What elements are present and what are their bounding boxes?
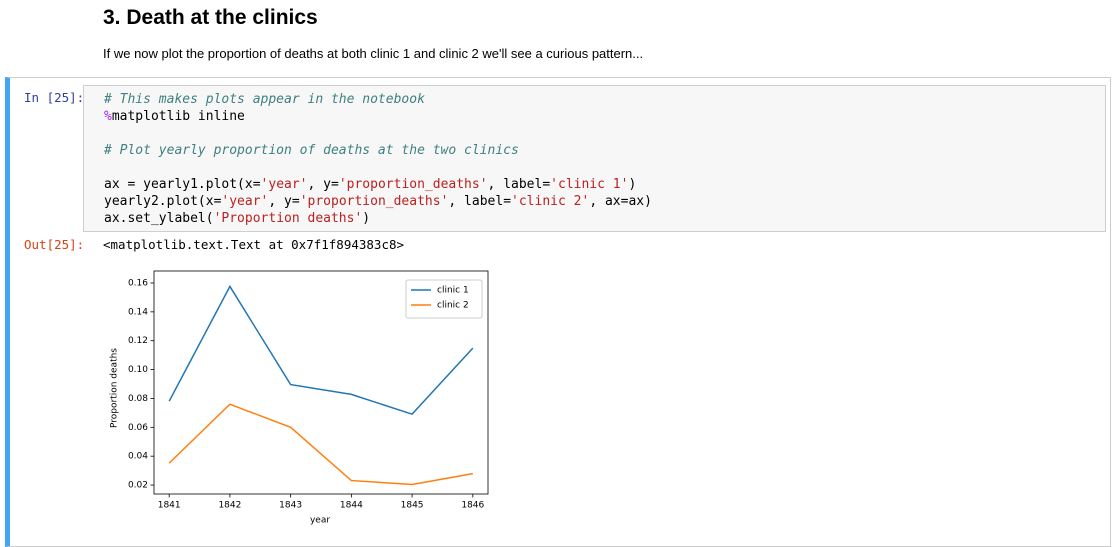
code-token: , y= [307,177,339,192]
code-token: 'proportion_deaths' [299,194,449,209]
x-tick-label: 1845 [401,501,424,511]
x-tick-label: 1842 [218,501,241,511]
code-token: yearly2.plot(x= [104,194,222,209]
code-token: , y= [268,194,300,209]
code-token: 'proportion_deaths' [338,177,488,192]
code-token: # This makes plots appear in the noteboo… [104,92,425,107]
code-line: ax.set_ylabel('Proportion deaths') [104,210,1105,227]
y-axis-label: Proportion deaths [110,348,120,428]
y-tick-label: 0.14 [128,307,148,317]
y-tick-label: 0.16 [128,278,148,288]
x-tick-label: 1844 [340,501,363,511]
y-tick-label: 0.08 [128,394,148,404]
y-tick-label: 0.02 [128,481,148,491]
code-token: , label= [448,194,512,209]
code-token: ) [362,211,371,226]
code-line: yearly2.plot(x='year', y='proportion_dea… [104,193,1105,210]
code-token: # Plot yearly proportion of deaths at th… [104,143,519,158]
data-line [168,403,473,486]
legend-label: clinic 1 [437,286,469,296]
y-tick-label: 0.10 [128,365,148,375]
code-token: ) [628,177,637,192]
x-tick-label: 1843 [279,501,302,511]
output-text: <matplotlib.text.Text at 0x7f1f894383c8> [103,237,405,252]
x-tick-label: 1846 [461,501,484,511]
x-axis-label: year [310,516,330,526]
code-editor[interactable]: # This makes plots appear in the noteboo… [83,85,1106,232]
code-line: %matplotlib inline [104,108,1105,125]
x-tick-label: 1841 [158,501,181,511]
code-token: 'clinic 2' [511,194,590,209]
data-line [168,284,474,416]
code-line: ax = yearly1.plot(x='year', y='proportio… [104,176,1105,193]
output-prompt: Out[25]: [24,237,85,252]
code-token: , ax=ax) [589,194,652,209]
code-line: # Plot yearly proportion of deaths at th… [104,142,1105,159]
y-tick-label: 0.12 [128,336,148,346]
code-token: matplotlib inline [111,109,245,124]
code-token: 'Proportion deaths' [213,211,363,226]
code-token: ax.set_ylabel( [104,211,214,226]
intro-text: If we now plot the proportion of deaths … [103,46,644,61]
code-token: 'year' [260,177,308,192]
code-token: 'year' [221,194,269,209]
y-tick-label: 0.04 [128,452,148,462]
input-prompt: In [25]: [24,90,85,105]
code-token: , label= [487,177,551,192]
code-token: ax = yearly1.plot(x= [104,177,261,192]
code-token: % [104,109,112,124]
legend-label: clinic 2 [437,301,469,311]
y-tick-label: 0.06 [128,423,148,433]
code-line: # This makes plots appear in the noteboo… [104,91,1105,108]
code-token: 'clinic 1' [550,177,629,192]
section-title: 3. Death at the clinics [103,6,318,29]
